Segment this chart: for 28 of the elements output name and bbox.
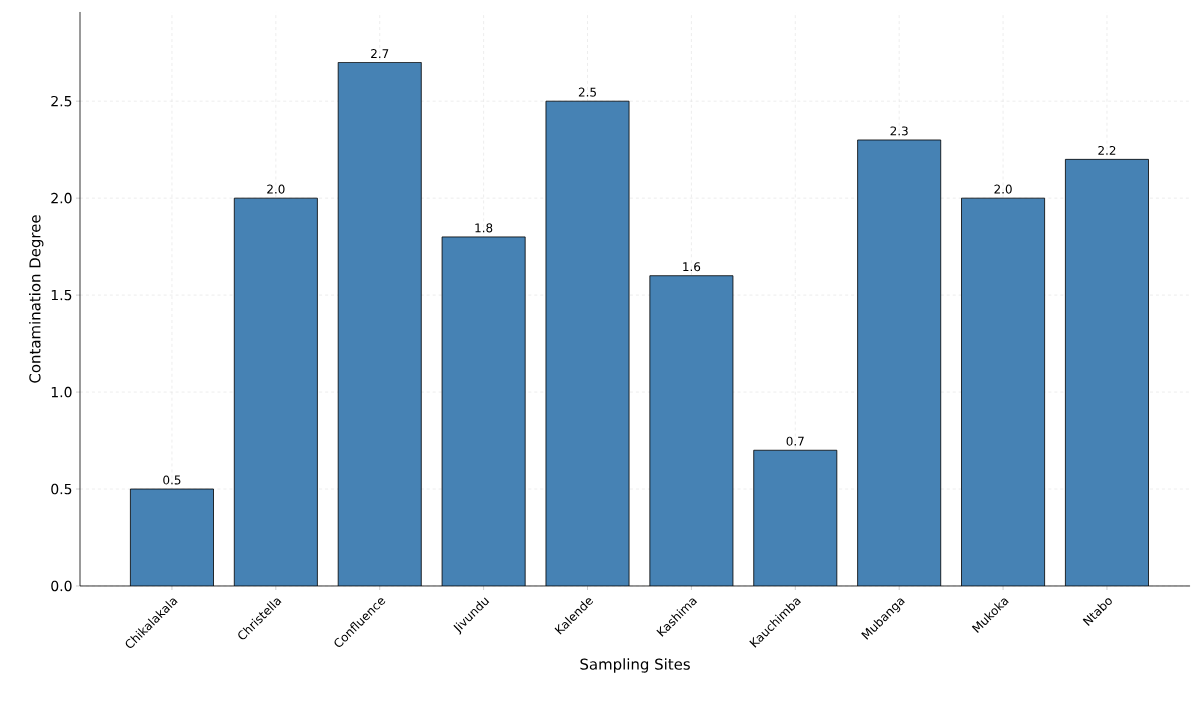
data-label: 0.7 (786, 436, 804, 446)
data-label: 2.0 (994, 184, 1012, 194)
y-tick-label: 0.0 (51, 580, 72, 592)
bar (1065, 158, 1149, 586)
data-label: 2.2 (1098, 145, 1116, 155)
bar (961, 198, 1045, 586)
data-label: 1.6 (683, 262, 701, 272)
bar (753, 450, 837, 586)
bar (338, 62, 422, 586)
y-axis-title: Contamination Degree (29, 215, 44, 383)
bar (234, 198, 318, 586)
bar (857, 139, 941, 586)
y-tick-label: 1.0 (51, 386, 72, 398)
data-label: 0.5 (163, 475, 181, 485)
bar (649, 275, 733, 586)
bar (545, 101, 630, 586)
bar (130, 489, 214, 586)
y-tick-label: 0.5 (51, 483, 72, 495)
y-tick-label: 1.5 (51, 289, 72, 301)
bar (442, 236, 526, 586)
data-label: 2.3 (890, 126, 908, 136)
data-label: 2.5 (578, 87, 596, 97)
y-tick-label: 2.5 (51, 95, 72, 107)
data-label: 1.8 (475, 223, 493, 233)
y-tick-label: 2.0 (51, 192, 72, 204)
data-label: 2.0 (267, 184, 285, 194)
data-label: 2.7 (371, 49, 389, 58)
x-axis-title: Sampling Sites (580, 658, 690, 673)
